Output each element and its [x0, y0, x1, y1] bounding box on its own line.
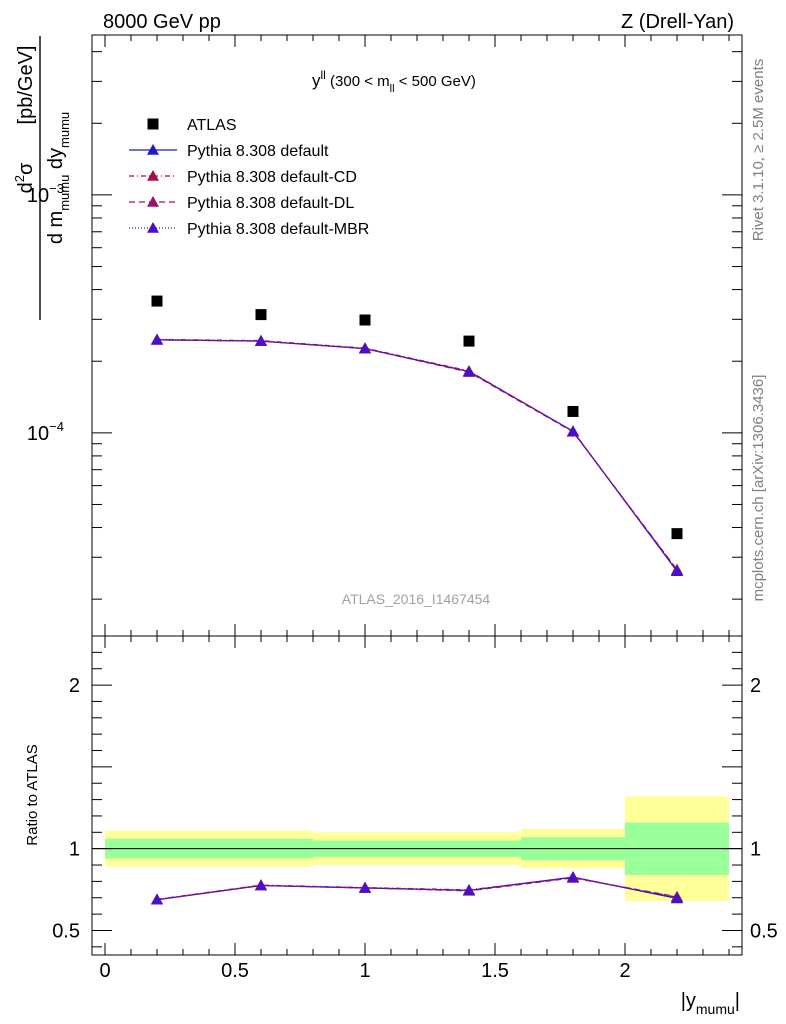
data-point: [151, 295, 163, 307]
ratio-tick-label-right: 1: [750, 839, 761, 861]
legend-marker-triangle: [147, 170, 159, 181]
x-tick-label: 1.5: [481, 960, 509, 982]
x-tick-label: 1: [359, 960, 370, 982]
mcplots-label: mcplots.cern.ch [arXiv:1306.3436]: [750, 375, 767, 602]
x-tick-label: 2: [619, 960, 630, 982]
ratio-series-marker: [463, 884, 475, 896]
series-line: [156, 339, 678, 572]
x-tick-label: 0.5: [221, 960, 249, 982]
series-marker: [567, 425, 579, 436]
y-axis-label: d2σ d mmumu dymumu [pb/GeV]: [12, 36, 72, 320]
rivet-label: Rivet 3.1.10, ≥ 2.5M events: [750, 59, 767, 242]
y-label-unit: [pb/GeV]: [15, 46, 37, 125]
x-tick-label: 0: [99, 960, 110, 982]
ratio-tick-label-right: 2: [750, 675, 761, 697]
ratio-series-line: [156, 876, 678, 901]
y-label-numerator: d2σ: [12, 162, 37, 193]
y-tick-label: 10−3: [27, 181, 64, 207]
ratio-tick-label-left: 0.5: [52, 920, 80, 942]
legend-marker-square: [147, 118, 159, 130]
data-point: [671, 528, 683, 540]
legend-label: ATLAS: [187, 117, 237, 134]
legend-marker-triangle: [147, 222, 159, 233]
ratio-series-marker: [151, 893, 163, 905]
ratio-frame: [91, 635, 743, 956]
series-line: [156, 339, 678, 572]
legend: ATLAS Pythia 8.308 default Pythia 8.308 de…: [129, 117, 369, 238]
analysis-watermark: ATLAS_2016_I1467454: [342, 591, 491, 607]
main-plot-panel: 10−3 10−4: [27, 34, 743, 637]
header-left: 8000 GeV pp: [103, 11, 221, 33]
series-line: [156, 339, 678, 571]
legend-label: Pythia 8.308 default-MBR: [187, 221, 369, 238]
ratio-series-marker: [567, 871, 579, 882]
data-point: [567, 405, 579, 417]
data-point: [359, 314, 371, 326]
data-point: [255, 309, 267, 321]
series-marker: [671, 564, 683, 576]
series-marker: [463, 365, 475, 377]
ratio-y-label: Ratio to ATLAS: [24, 744, 41, 845]
legend-label: Pythia 8.308 default-CD: [187, 169, 357, 186]
legend-marker-triangle: [147, 196, 159, 207]
legend-label: Pythia 8.308 default-DL: [187, 195, 354, 212]
plot-title: yll (300 < mll < 500 GeV): [312, 68, 476, 95]
header-right: Z (Drell-Yan): [621, 11, 734, 33]
legend-marker-triangle: [147, 144, 159, 155]
ratio-tick-label-right: 0.5: [750, 920, 778, 942]
legend-label: Pythia 8.308 default: [187, 143, 329, 160]
series-marker: [359, 342, 371, 354]
ratio-plot-panel: 0.5 0.5 1 1 2 2: [52, 635, 778, 956]
ratio-series-marker: [255, 879, 267, 891]
series-marker: [255, 335, 267, 346]
data-point: [463, 335, 475, 347]
y-label-denominator: d mmumu dymumu: [45, 112, 72, 244]
ratio-tick-label-left: 2: [69, 675, 80, 697]
ratio-series-marker: [671, 892, 683, 903]
x-axis-label: |ymumu|: [681, 990, 740, 1017]
ratio-series-marker: [359, 881, 371, 893]
series-marker: [151, 333, 163, 345]
y-tick-label: 10−4: [27, 419, 64, 445]
series-line: [156, 338, 678, 571]
ratio-tick-label-left: 1: [69, 839, 80, 861]
